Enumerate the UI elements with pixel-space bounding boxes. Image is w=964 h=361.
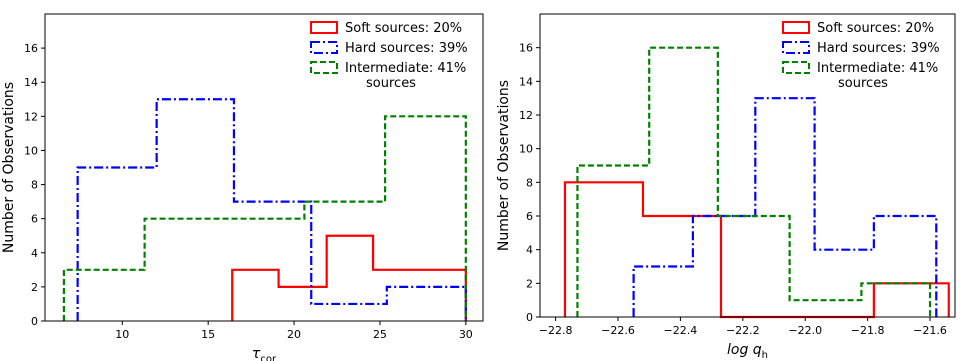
legend-label-1: Hard sources: 39% bbox=[817, 41, 940, 56]
histogram-series-2 bbox=[576, 46, 932, 317]
x-tick-label: −21.6 bbox=[913, 324, 947, 337]
x-tick-label: 10 bbox=[115, 328, 129, 341]
y-tick-label: 0 bbox=[31, 315, 38, 328]
y-tick-label: 12 bbox=[24, 110, 38, 123]
legend-label-2-line2: sources bbox=[366, 76, 416, 91]
y-tick-label: 10 bbox=[24, 144, 38, 157]
plot-frame bbox=[44, 13, 484, 322]
legend-label-2: Intermediate: 41% bbox=[345, 61, 466, 76]
y-tick-label: 8 bbox=[31, 179, 38, 192]
y-axis-label: Number of Observations bbox=[496, 80, 512, 251]
x-tick-label: −22.0 bbox=[788, 324, 822, 337]
chart-right: −22.8 −22.6 −22.4 −22.2 −22.0 −21.8 −21.6 0 2 4 6 8… bbox=[496, 13, 956, 361]
y-tick-label: 2 bbox=[526, 277, 533, 290]
legend-label-0: Soft sources: 20% bbox=[817, 21, 934, 36]
y-tick-label: 12 bbox=[519, 109, 533, 122]
y-tick-label: 16 bbox=[519, 42, 533, 55]
legend-swatch-1 bbox=[310, 41, 338, 54]
legend-label-0: Soft sources: 20% bbox=[345, 21, 462, 36]
histogram-series-0 bbox=[231, 234, 467, 321]
x-tick-label: −21.8 bbox=[851, 324, 885, 337]
plot-frame bbox=[539, 13, 956, 318]
legend-swatch-0 bbox=[782, 21, 810, 34]
x-tick-label: −22.4 bbox=[664, 324, 698, 337]
x-tick-label: 25 bbox=[373, 328, 387, 341]
legend-swatch-0 bbox=[310, 21, 338, 34]
y-tick-label: 2 bbox=[31, 281, 38, 294]
histogram-series-1 bbox=[76, 98, 467, 321]
y-tick-label: 4 bbox=[31, 247, 38, 260]
x-tick-label: 30 bbox=[459, 328, 473, 341]
x-tick-label: 15 bbox=[201, 328, 215, 341]
histogram-series-1 bbox=[632, 97, 938, 317]
legend-label-2: Intermediate: 41% bbox=[817, 61, 938, 76]
y-tick-label: 0 bbox=[526, 311, 533, 324]
legend-swatch-2 bbox=[310, 61, 338, 74]
y-tick-label: 6 bbox=[31, 213, 38, 226]
x-axis-label-main: log q bbox=[727, 342, 762, 358]
x-axis-label-subscript: h bbox=[762, 350, 768, 361]
x-axis-label: log qh bbox=[727, 342, 768, 361]
x-tick-label: −22.8 bbox=[539, 324, 573, 337]
histogram-series-2 bbox=[62, 115, 467, 321]
x-tick-label: −22.2 bbox=[726, 324, 760, 337]
x-tick-label: −22.6 bbox=[601, 324, 635, 337]
x-axis-label-subscript: cor bbox=[260, 354, 277, 361]
legend-swatch-1 bbox=[782, 41, 810, 54]
y-tick-label: 8 bbox=[526, 176, 533, 189]
x-tick-label: 20 bbox=[287, 328, 301, 341]
legend-label-2-line2: sources bbox=[838, 76, 888, 91]
y-tick-label: 4 bbox=[526, 244, 533, 257]
chart-left: 10 15 20 25 30 0 2 4 6 8 10 12 14 16 Number of Observa… bbox=[1, 13, 484, 361]
histogram-series-0 bbox=[563, 181, 950, 319]
legend-swatch-2 bbox=[782, 61, 810, 74]
y-tick-label: 14 bbox=[24, 76, 38, 89]
y-tick-label: 10 bbox=[519, 143, 533, 156]
x-axis-label-main: τ bbox=[252, 346, 261, 361]
y-tick-label: 16 bbox=[24, 42, 38, 55]
y-tick-label: 6 bbox=[526, 210, 533, 223]
y-axis-label: Number of Observations bbox=[1, 82, 17, 253]
x-axis-label: τcor bbox=[252, 346, 277, 361]
legend-label-1: Hard sources: 39% bbox=[345, 41, 468, 56]
y-tick-label: 14 bbox=[519, 75, 533, 88]
